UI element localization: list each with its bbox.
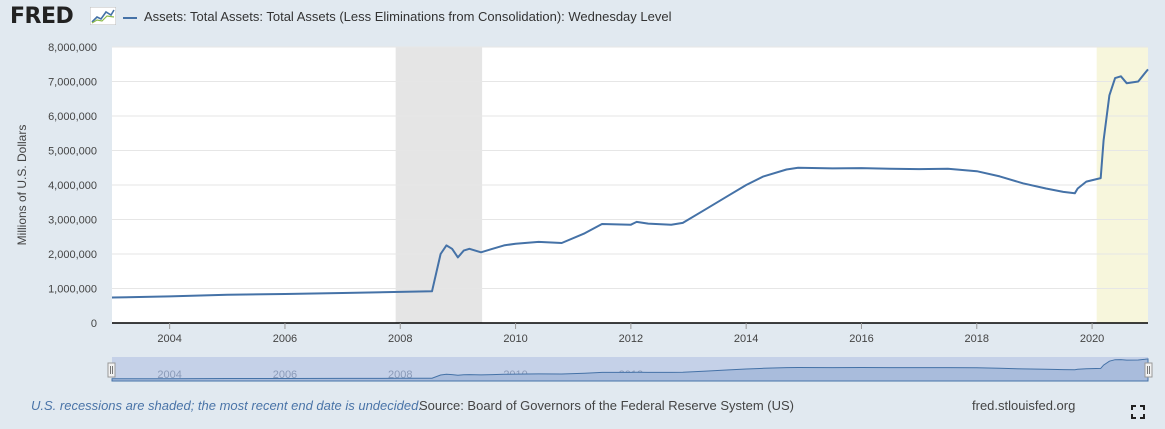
chart-header: FRED Assets: Total Assets: Total Assets … (0, 0, 1165, 36)
x-tick-label: 2014 (734, 333, 758, 345)
grid-lines (112, 46, 1148, 289)
x-tick-label: 2004 (157, 333, 181, 345)
x-tick-label: 2018 (965, 333, 989, 345)
navigator-series (111, 358, 1149, 382)
y-axis-label: Millions of U.S. Dollars (15, 125, 29, 246)
x-tick-label: 2010 (503, 333, 527, 345)
navigator-year-label: 2004 (157, 369, 181, 381)
x-tick-label: 2020 (1080, 333, 1104, 345)
y-tick-label: 0 (91, 318, 97, 330)
fred-logo[interactable]: FRED (10, 4, 74, 29)
navigator-left-handle[interactable] (107, 362, 116, 378)
y-tick-label: 7,000,000 (48, 77, 97, 89)
source-text: Source: Board of Governors of the Federa… (419, 398, 794, 413)
y-tick-label: 2,000,000 (48, 249, 97, 261)
fullscreen-icon[interactable] (1131, 405, 1145, 419)
y-tick-label: 6,000,000 (48, 111, 97, 123)
series-layer (111, 68, 1149, 299)
navigator-right-handle[interactable] (1144, 362, 1153, 378)
site-link[interactable]: fred.stlouisfed.org (972, 398, 1076, 413)
recession-note: U.S. recessions are shaded; the most rec… (31, 398, 422, 413)
y-tick-label: 5,000,000 (48, 146, 97, 158)
y-tick-label: 4,000,000 (48, 180, 97, 192)
x-tick-label: 2008 (388, 333, 412, 345)
series-line[interactable] (111, 68, 1149, 299)
x-tick-label: 2016 (849, 333, 873, 345)
y-tick-label: 1,000,000 (48, 284, 97, 296)
x-axis-ticks: 2004 2006 2008 2010 2012 2014 2016 2018 2020 (157, 323, 1104, 345)
y-axis-ticks: 0 1,000,000 2,000,000 3,000,000 4,000,000 5,0… (48, 42, 97, 330)
legend-swatch (123, 17, 137, 19)
line-chart: 0 1,000,000 2,000,000 3,000,000 4,000,000 5,0… (15, 42, 1153, 382)
y-tick-label: 3,000,000 (48, 215, 97, 227)
fred-graph-icon (90, 7, 116, 25)
x-tick-label: 2006 (273, 333, 297, 345)
legend-label[interactable]: Assets: Total Assets: Total Assets (Less… (144, 9, 672, 24)
y-tick-label: 8,000,000 (48, 42, 97, 54)
x-tick-label: 2012 (619, 333, 643, 345)
